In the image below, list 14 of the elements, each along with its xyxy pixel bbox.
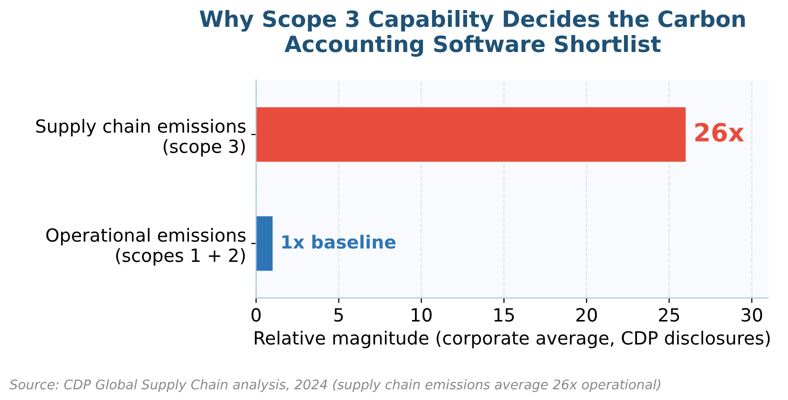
chart-title: Why Scope 3 Capability Decides the Carbon Accounting Software Shortlist (200, 10, 745, 57)
x-tick-label: 25 (659, 308, 680, 322)
x-tick-label: 10 (412, 308, 432, 322)
data-label: 26x (695, 122, 744, 142)
x-tick-label: 0 (252, 308, 261, 322)
x-tick-label: 15 (494, 308, 514, 322)
y-tick-label: Operational emissions (scopes 1 + 2) (46, 228, 246, 266)
data-label: 1x baseline (282, 234, 396, 249)
x-tick-label: 30 (742, 308, 762, 322)
x-axis-title: Relative magnitude (corporate average, CDP disclosures) (254, 330, 770, 348)
y-tick-label: Supply chain emissions (scope 3) (36, 118, 246, 157)
x-tick-label: 5 (334, 308, 343, 322)
source-note: Source: CDP Global Supply Chain analysis, 2024 (supply chain emissions average 26x operational) (10, 379, 660, 392)
x-tick-label: 20 (576, 308, 597, 322)
